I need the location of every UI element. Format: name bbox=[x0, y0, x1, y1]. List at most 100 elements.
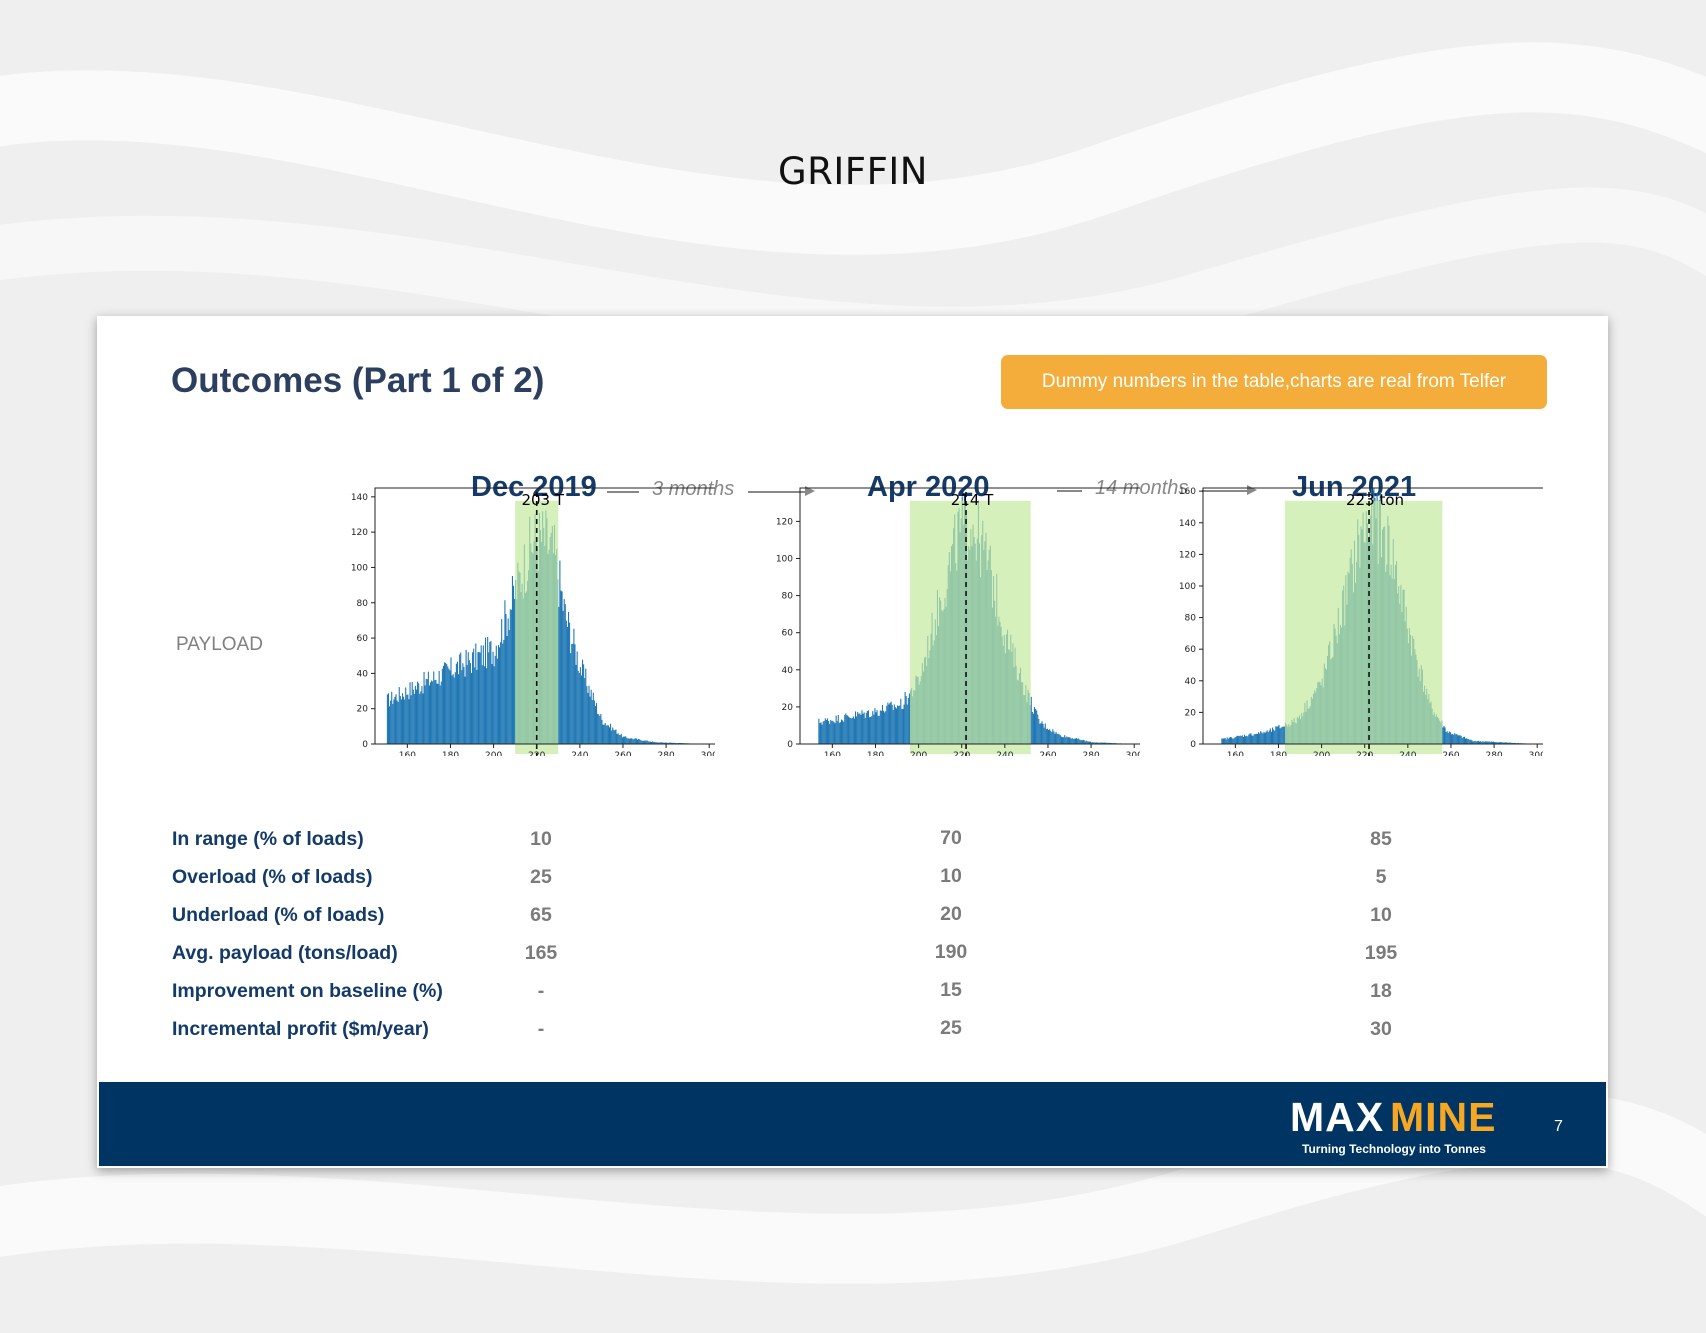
table-cell: 165 bbox=[524, 942, 558, 964]
histogram-bar bbox=[456, 661, 459, 744]
histogram-bar bbox=[656, 742, 658, 744]
x-tick-label: 240 bbox=[996, 751, 1013, 756]
histogram-bar bbox=[587, 692, 589, 744]
histogram-bar bbox=[857, 711, 859, 744]
histogram-bar bbox=[442, 665, 444, 744]
x-tick-label: 260 bbox=[1039, 751, 1056, 756]
histogram-bar bbox=[1071, 737, 1073, 744]
interval-label: 3 months bbox=[652, 478, 735, 500]
histogram-bar bbox=[510, 609, 512, 744]
histogram-bar bbox=[872, 711, 874, 744]
histogram-bar bbox=[1107, 742, 1109, 744]
histogram-bar bbox=[1232, 738, 1234, 744]
table-cell: 195 bbox=[1364, 942, 1398, 964]
histogram-bar bbox=[454, 672, 456, 744]
histogram-bar bbox=[1065, 737, 1067, 744]
histogram-bar bbox=[1265, 731, 1267, 744]
histogram-bar bbox=[1240, 736, 1242, 744]
histogram-bar bbox=[1463, 736, 1465, 744]
histogram-bar bbox=[1249, 733, 1251, 744]
histogram-bar bbox=[562, 610, 564, 744]
histogram-bar bbox=[1485, 741, 1487, 744]
histogram-bar bbox=[558, 606, 560, 744]
histogram-bar bbox=[448, 668, 450, 744]
histogram-bar bbox=[648, 741, 650, 744]
histogram-bar bbox=[1261, 732, 1263, 744]
histogram-bar bbox=[1070, 738, 1072, 744]
histogram-bar bbox=[1093, 742, 1095, 744]
histogram-bar bbox=[501, 619, 503, 744]
histogram-bar bbox=[409, 682, 411, 744]
histogram-bar bbox=[887, 702, 889, 744]
histogram-bar bbox=[614, 730, 616, 744]
histogram-bar bbox=[670, 742, 672, 744]
histogram-bar bbox=[418, 683, 420, 744]
histogram-bar bbox=[424, 685, 426, 744]
histogram-bar bbox=[486, 668, 488, 744]
histogram-bar bbox=[509, 609, 511, 744]
histogram-bar bbox=[652, 741, 654, 744]
x-tick-label: 220 bbox=[528, 751, 545, 756]
table-cell: 5 bbox=[1375, 866, 1387, 888]
histogram-bar bbox=[1038, 718, 1040, 744]
histogram-bar bbox=[1044, 723, 1046, 744]
histogram-bar bbox=[847, 715, 849, 744]
histogram-bar bbox=[570, 653, 572, 744]
histogram-bar bbox=[413, 693, 415, 744]
histogram-bar bbox=[907, 698, 909, 744]
histogram-bar bbox=[408, 699, 410, 744]
table-cell: 85 bbox=[1370, 828, 1392, 850]
histogram-bar bbox=[428, 685, 430, 744]
histogram-bar bbox=[1266, 730, 1268, 744]
histogram-bar bbox=[1268, 730, 1270, 744]
x-tick-label: 160 bbox=[824, 751, 841, 756]
y-tick-label: 100 bbox=[351, 563, 368, 573]
histogram-bar bbox=[1036, 710, 1038, 744]
histogram-bar bbox=[1496, 742, 1498, 744]
histogram-bar bbox=[600, 713, 602, 744]
histogram-bar bbox=[399, 696, 401, 744]
histogram-bar bbox=[569, 622, 571, 744]
x-tick-label: 300 bbox=[701, 751, 715, 756]
histogram-bar bbox=[1270, 731, 1272, 744]
histogram-bar bbox=[860, 714, 862, 744]
table-cell: - bbox=[537, 1018, 545, 1040]
histogram-bar bbox=[902, 708, 904, 744]
histogram-bar bbox=[849, 717, 851, 744]
histogram-bar bbox=[1256, 734, 1258, 744]
footer-bar: MAX MINE Turning Technology into Tonnes … bbox=[99, 1082, 1606, 1166]
histogram-bar bbox=[468, 660, 470, 744]
histogram-bar bbox=[1502, 742, 1504, 744]
histogram-bar bbox=[472, 652, 474, 744]
histogram-bar bbox=[839, 722, 841, 744]
histogram-bar bbox=[1251, 735, 1253, 744]
histogram-bar bbox=[842, 720, 844, 744]
y-tick-label: 120 bbox=[1179, 550, 1196, 560]
histogram-bar bbox=[1079, 739, 1081, 744]
row-label: Improvement on baseline (%) bbox=[172, 980, 443, 1002]
timeline-arrow-line bbox=[748, 491, 806, 493]
histogram-bar bbox=[605, 725, 607, 744]
histogram-bar bbox=[1263, 731, 1265, 744]
histogram-bar bbox=[1487, 741, 1489, 744]
histogram-bar bbox=[885, 711, 887, 744]
histogram-bar bbox=[561, 591, 563, 744]
histogram-bar bbox=[1484, 741, 1486, 744]
histogram-bar bbox=[586, 686, 588, 744]
y-tick-label: 0 bbox=[787, 740, 793, 750]
histogram-bar bbox=[835, 715, 837, 744]
histogram-bar bbox=[846, 715, 848, 744]
y-tick-label: 160 bbox=[1179, 487, 1196, 497]
histogram-bar bbox=[1281, 726, 1283, 744]
table-cell: 25 bbox=[940, 1017, 962, 1039]
histogram-bar bbox=[864, 717, 866, 744]
histogram-bar bbox=[871, 716, 873, 744]
histogram-bar bbox=[1491, 741, 1494, 744]
histogram-bar bbox=[828, 721, 830, 744]
histogram-bar bbox=[389, 706, 391, 744]
table-cell: 190 bbox=[934, 941, 968, 963]
histogram-bar bbox=[1273, 729, 1275, 744]
histogram-bar bbox=[1078, 738, 1080, 744]
y-tick-label: 60 bbox=[357, 634, 369, 644]
histogram-bar bbox=[824, 718, 826, 744]
